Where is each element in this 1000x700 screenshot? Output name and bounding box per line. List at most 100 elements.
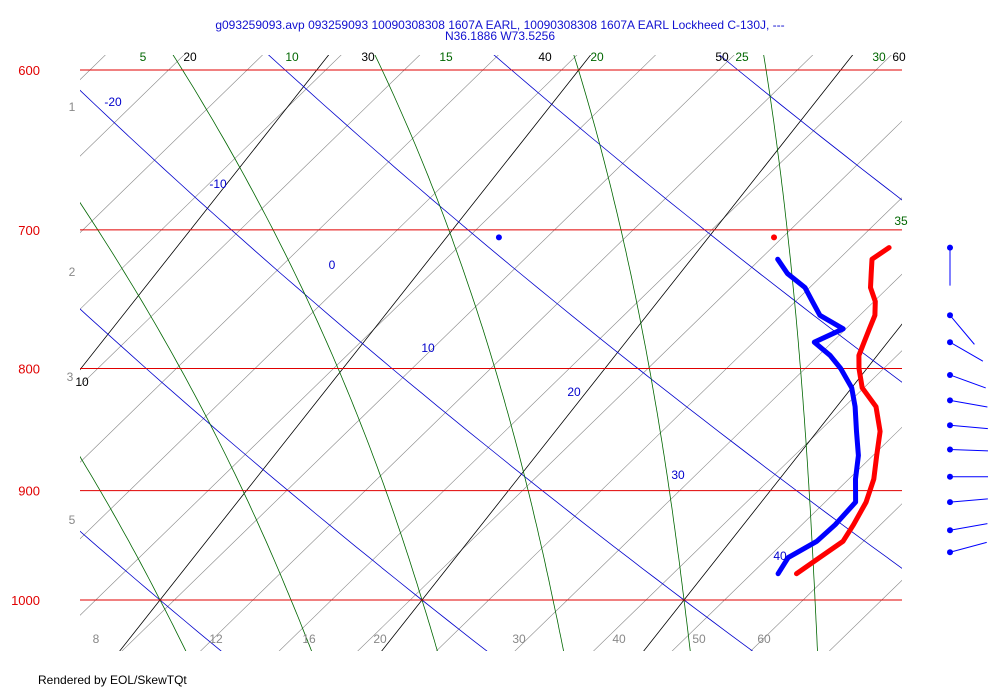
moist-adiabat-line [374,55,564,651]
wind-barb-dot [947,446,953,453]
mixing-ratio-line [200,55,814,651]
mixing-ratio-line [0,53,29,661]
pressure-tick-label: 600 [18,63,40,78]
moist-adiabat-label: 15 [439,50,453,64]
isotherm-label: 20 [183,50,197,64]
mixing-ratio-line [977,53,1000,661]
moist-adiabat-line [80,455,187,651]
wind-barb-dot [947,244,953,251]
dry-adiabat-line [80,89,754,651]
mixing-ratio-label: 20 [373,632,387,646]
isolated-data-point [771,234,778,241]
wind-barb-dot [947,549,953,556]
mixing-ratio-line [435,197,902,651]
mixing-ratio-line [898,53,1000,661]
height-label: 5 [69,513,76,527]
dry-adiabat-line [942,53,1000,661]
wind-barb-staff [949,523,988,531]
moist-adiabat-label: 20 [590,50,604,64]
isotherm-line [80,55,330,371]
mixing-ratio-line [278,55,892,651]
moist-adiabat-label: 10 [285,50,299,64]
mixing-ratio-label: 50 [692,632,706,646]
isotherm-label: 30 [361,50,375,64]
mixing-ratio-label: 30 [512,632,526,646]
moist-adiabat-label: 35 [894,214,908,228]
wind-barb-dot [947,422,953,429]
wind-barb-staff [949,498,988,503]
dry-adiabat-label: -20 [104,95,122,109]
moist-adiabat-line [763,55,818,651]
dewpoint-trace [775,256,861,577]
background-lines [0,53,1000,661]
mixing-ratio-label: 12 [209,632,223,646]
dry-adiabat-line [80,308,488,651]
pressure-tick-label: 800 [18,361,40,376]
mixing-ratio-line [828,579,902,651]
moist-adiabat-label: 5 [140,50,147,64]
moist-adiabat-label: 25 [735,50,749,64]
isolated-data-point [495,234,502,241]
wind-barb-dot [947,499,953,506]
wind-barb-dot [947,473,953,480]
dry-adiabat-label: -10 [209,177,227,191]
dry-adiabat-line [268,55,902,569]
mixing-ratio-line [80,55,263,234]
moist-adiabat-line [80,201,312,651]
dry-adiabat-label: 30 [671,468,685,482]
height-label: 1 [69,100,76,114]
isotherm-label: 10 [75,375,89,389]
isotherm-line [0,53,69,661]
dry-adiabat-label: 0 [329,258,336,272]
mixing-ratio-label: 40 [612,632,626,646]
dry-adiabat-label: 40 [773,549,787,563]
isotherm-label: 50 [715,50,729,64]
mixing-ratio-line [671,426,902,651]
dry-adiabat-line [493,55,902,383]
mixing-ratio-line [80,55,342,310]
mixing-ratio-line [593,350,902,651]
wind-barb-staff [949,314,975,345]
mixing-ratio-line [80,55,578,540]
dry-adiabat-line [718,55,902,201]
pressure-tick-label: 900 [18,484,40,499]
isotherm-label: 40 [538,50,552,64]
moist-adiabat-line [942,53,948,661]
mixing-ratio-line [80,55,185,157]
chart-title-line-1: g093259093.avp 093259093 10090308308 160… [215,18,785,32]
isobars [80,69,902,601]
renderer-credit: Rendered by EOL/SkewTQt [38,673,187,687]
moist-adiabat-line [172,55,438,651]
height-label: 3 [67,370,74,384]
isotherm-line [381,55,854,651]
height-label: 2 [69,265,76,279]
wind-barb-staff [949,374,986,389]
isotherm-line [119,55,592,651]
wind-barb-staff [949,541,987,553]
mixing-ratio-line [514,273,902,651]
wind-barb-staff [949,399,988,408]
mixing-ratio-line [357,120,902,651]
moist-adiabat-line [0,53,65,661]
pressure-tick-label: 700 [18,223,40,238]
mixing-ratio-label: 16 [302,632,316,646]
wind-barbs [947,244,988,556]
mixing-ratio-label: 60 [757,632,771,646]
mixing-ratio-line [750,503,902,651]
mixing-ratio-line [80,55,499,463]
wind-barb-dot [947,397,953,404]
dry-adiabat-label: 10 [421,341,435,355]
mixing-ratio-line [80,55,106,81]
moist-adiabat-line [573,55,691,651]
mixing-ratio-line [80,55,421,387]
dry-adiabat-label: 20 [567,385,581,399]
dry-adiabat-line [80,530,222,651]
wind-barb-dot [947,312,953,319]
wind-barb-dot [947,371,953,378]
wind-barb-staff [949,449,988,452]
mixing-ratio-line [80,55,656,616]
wind-barb-staff [949,424,988,430]
wind-barb-dot [947,527,953,534]
